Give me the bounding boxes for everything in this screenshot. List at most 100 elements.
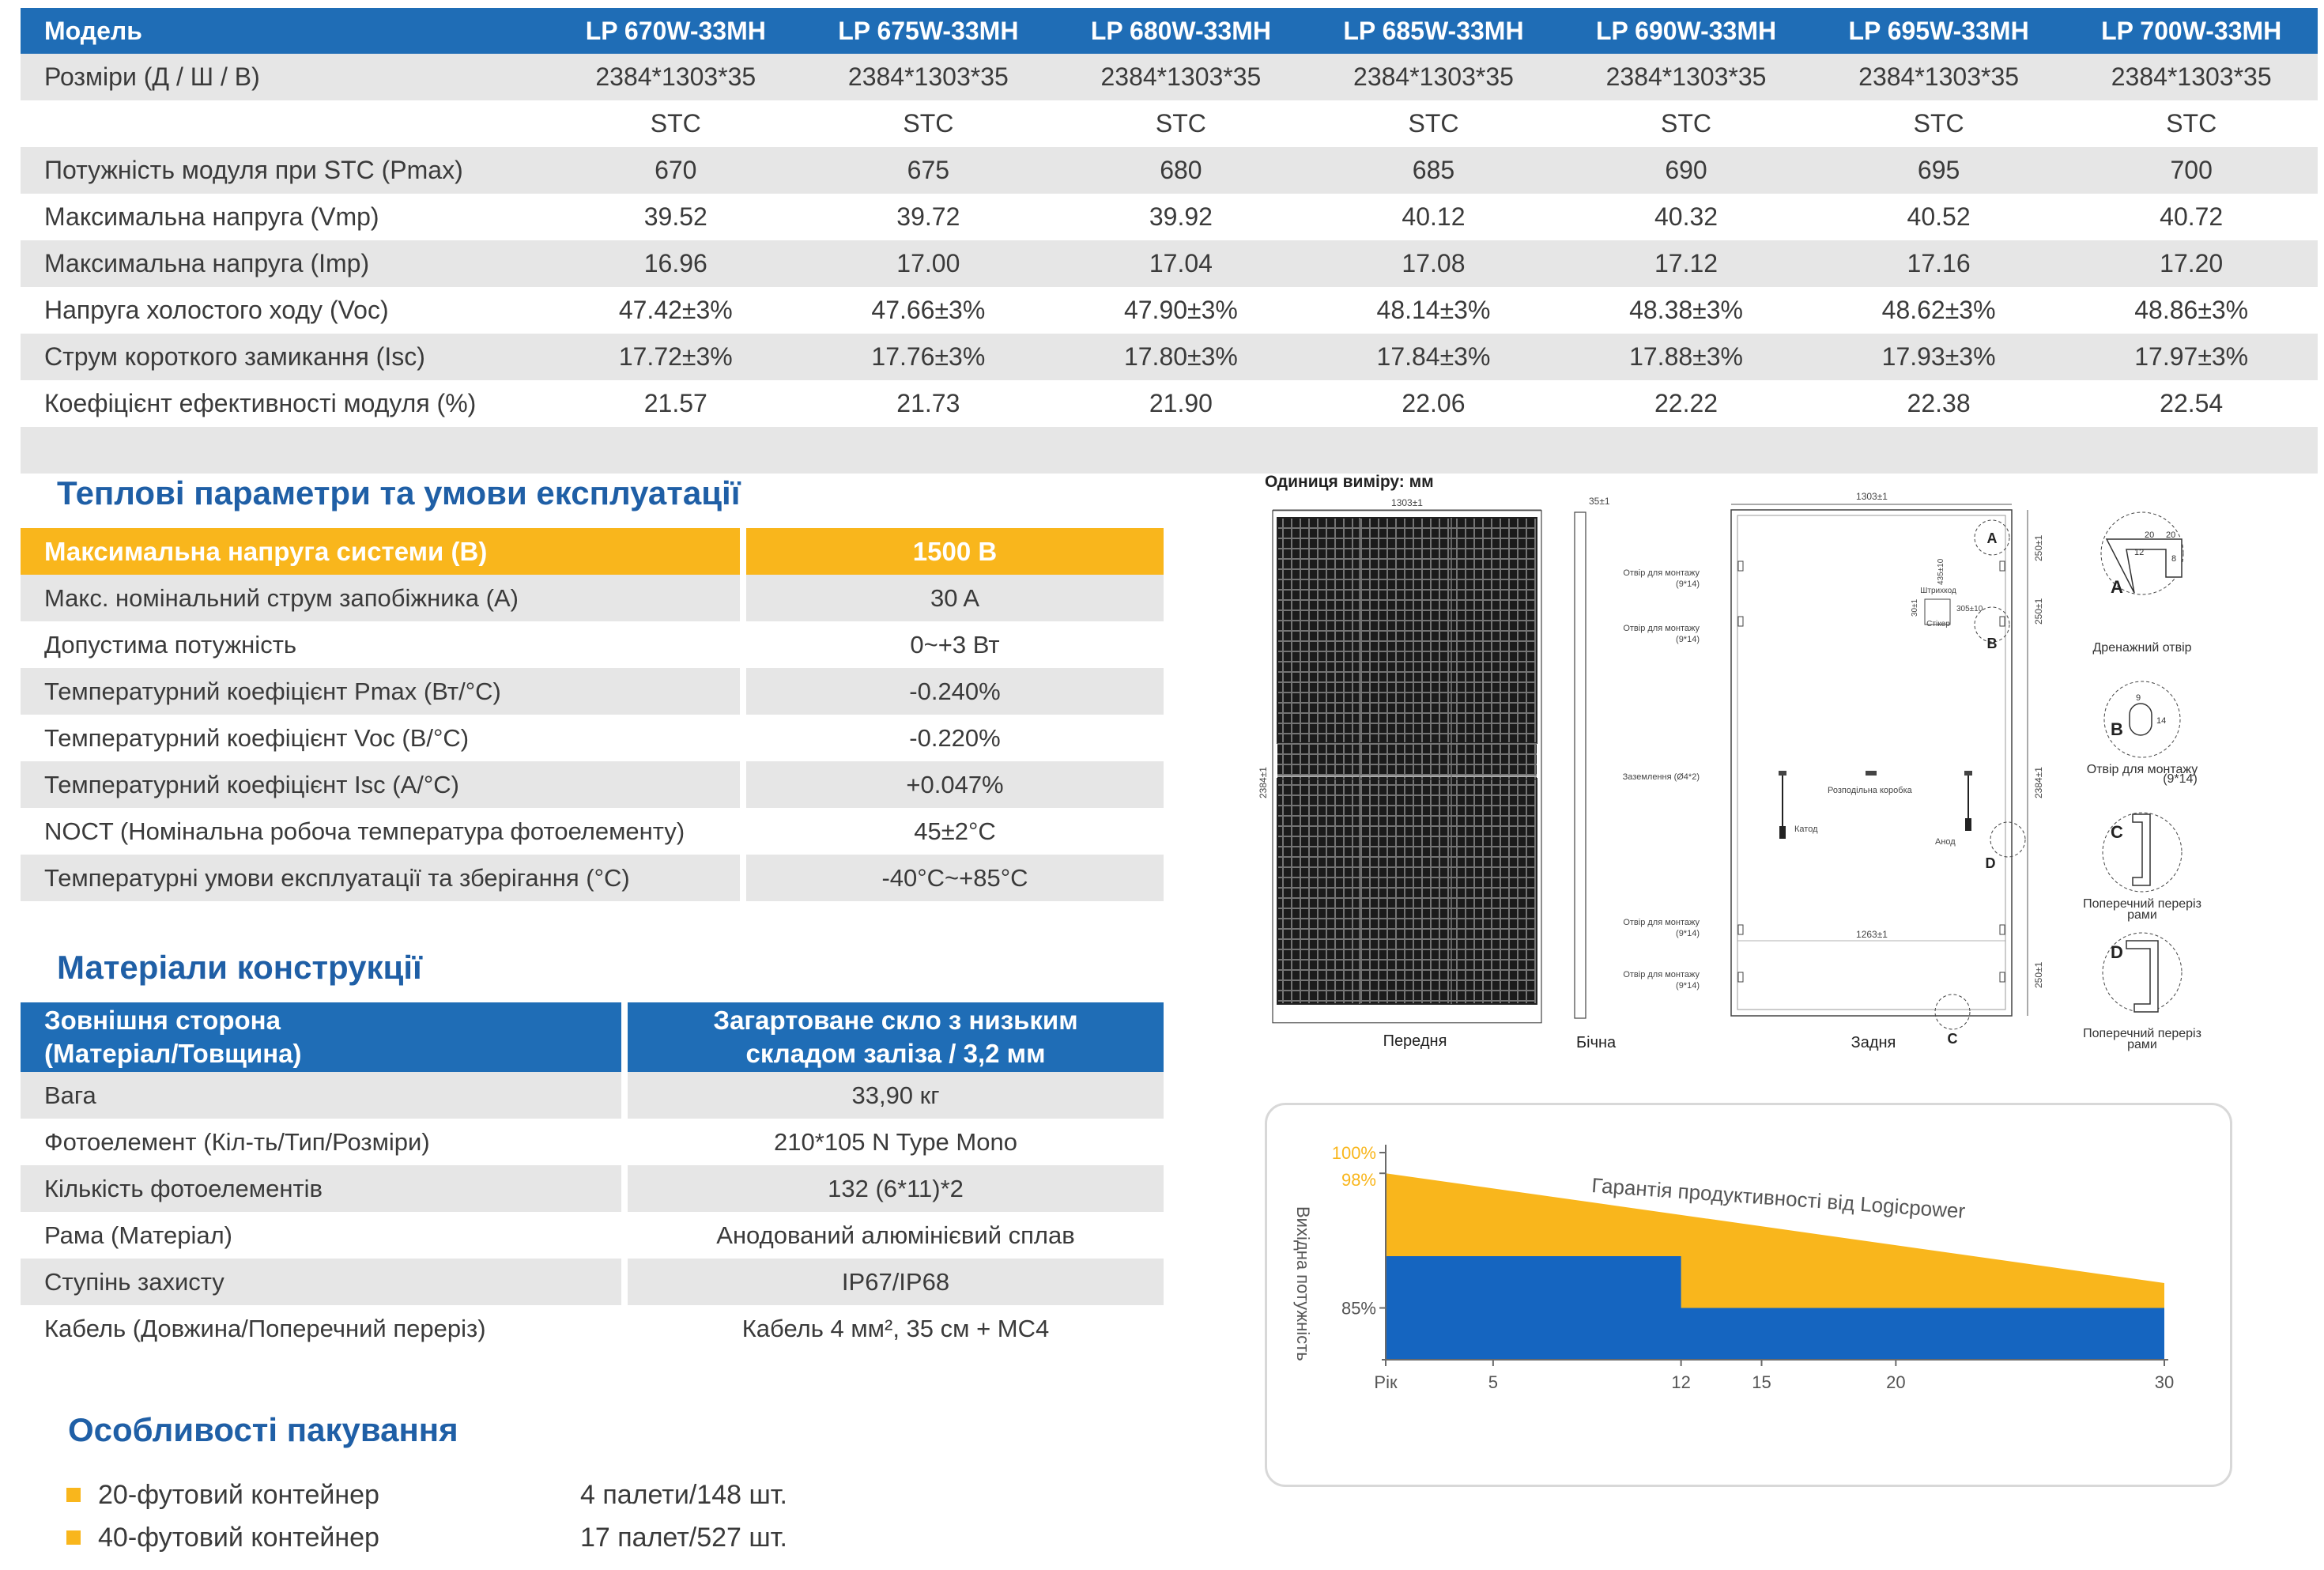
materials-header-label: Зовнішня сторона (Матеріал/Товщина) <box>21 1002 621 1072</box>
mount-size-label: (9*14) <box>1676 579 1700 589</box>
table-cell: 22.54 <box>2065 380 2318 427</box>
materials-header-row: Зовнішня сторона (Матеріал/Товщина) Зага… <box>21 1002 1164 1072</box>
table-row: Потужність модуля при STC (Pmax) 670 675… <box>21 147 2318 194</box>
table-cell: 695 <box>1812 147 2066 194</box>
section-label: рами <box>2127 908 2157 922</box>
table-cell: 22.38 <box>1812 380 2066 427</box>
table-row: Рама (Матеріал) Анодований алюмінієвий с… <box>21 1212 1164 1259</box>
table-row: Максимальна напруга (Imp) 16.96 17.00 17… <box>21 240 2318 287</box>
table-cell: 17.00 <box>802 240 1055 287</box>
spec-header-cell: LP 685W-33MH <box>1307 8 1560 54</box>
table-cell <box>549 427 802 474</box>
table-cell: Температурний коефіцієнт Voc (В/°C) <box>21 715 740 761</box>
table-cell: 17.04 <box>1054 240 1307 287</box>
table-cell: 16.96 <box>549 240 802 287</box>
spec-header-cell: LP 675W-33MH <box>802 8 1055 54</box>
table-cell: 39.92 <box>1054 194 1307 240</box>
table-cell: Температурні умови експлуатації та збері… <box>21 855 740 901</box>
table-cell: 685 <box>1307 147 1560 194</box>
packing-label: 20-футовий контейнер <box>98 1480 379 1510</box>
table-row: Напруга холостого ходу (Voc) 47.42±3% 47… <box>21 287 2318 334</box>
sticker-label: Стікер <box>1926 620 1950 628</box>
materials-table: Зовнішня сторона (Матеріал/Товщина) Зага… <box>14 1002 1170 1352</box>
table-cell: +0.047% <box>746 761 1164 808</box>
table-cell <box>802 427 1055 474</box>
table-cell: 2384*1303*35 <box>1560 54 1813 100</box>
table-cell: 0~+3 Вт <box>746 621 1164 668</box>
table-cell: NOCT (Номінальна робоча температура фото… <box>21 808 740 855</box>
table-cell: 47.66±3% <box>802 287 1055 334</box>
mount-detail-label: (9*14) <box>2163 772 2198 786</box>
table-cell: Кабель 4 мм², 35 см + MC4 <box>628 1305 1164 1352</box>
table-cell: STC <box>549 100 802 147</box>
table-cell <box>1054 427 1307 474</box>
dim-height-back: 2384±1 <box>2033 767 2044 798</box>
table-row <box>21 427 2318 474</box>
spec-header-cell: LP 700W-33MH <box>2065 8 2318 54</box>
callout-letter: B <box>1987 636 1998 651</box>
standard-warranty-area <box>1386 1256 2164 1360</box>
dim-mount-side: 305±10 <box>1956 605 1983 613</box>
front-label: Передня <box>1383 1032 1447 1050</box>
x-tick-label: 30 <box>2155 1372 2174 1392</box>
table-cell: 48.62±3% <box>1812 287 2066 334</box>
spec-header-cell: LP 695W-33MH <box>1812 8 2066 54</box>
table-cell: 39.52 <box>549 194 802 240</box>
mount-hole-label: Отвір для монтажу <box>1623 568 1700 578</box>
table-cell: -40°C~+85°C <box>746 855 1164 901</box>
table-cell: STC <box>1054 100 1307 147</box>
side-label: Бічна <box>1576 1034 1617 1051</box>
table-cell: 48.38±3% <box>1560 287 1813 334</box>
materials-header-value: Загартоване скло з низьким складом заліз… <box>628 1002 1164 1072</box>
table-cell <box>1307 427 1560 474</box>
table-cell: 2384*1303*35 <box>2065 54 2318 100</box>
drain-label: Дренажний отвір <box>2092 641 2191 655</box>
table-cell: 40.12 <box>1307 194 1560 240</box>
warranty-chart: Рік 5 12 15 20 30 100%98%85% Гарантія продукт… <box>1293 1143 2174 1392</box>
table-row: Температурний коефіцієнт Isc (А/°C) +0.0… <box>21 761 1164 808</box>
table-cell: 22.22 <box>1560 380 1813 427</box>
table-cell: 21.57 <box>549 380 802 427</box>
table-cell <box>21 100 549 147</box>
table-cell: 47.90±3% <box>1054 287 1307 334</box>
thermal-header-value: 1500 В <box>746 528 1164 575</box>
spec-header-cell: Модель <box>21 8 549 54</box>
ground-label: Заземлення (Ø4*2) <box>1623 772 1700 782</box>
x-tick-label: 12 <box>1671 1372 1690 1392</box>
unit-label: Одиниця виміру: мм <box>1265 473 1434 491</box>
table-cell: Фотоелемент (Кіл-ть/Тип/Розміри) <box>21 1119 621 1165</box>
spec-header-cell: LP 690W-33MH <box>1560 8 1813 54</box>
dim-30: 30±1 <box>1911 598 1919 617</box>
table-cell: 17.12 <box>1560 240 1813 287</box>
table-cell: STC <box>1812 100 2066 147</box>
table-cell: 48.14±3% <box>1307 287 1560 334</box>
materials-header-label-line: (Матеріал/Товщина) <box>44 1039 302 1068</box>
bullet-square-icon <box>66 1530 81 1545</box>
mount-hole-label: Отвір для монтажу <box>1623 918 1700 927</box>
section-label: Поперечний переріз <box>2083 1027 2201 1040</box>
packing-label: 40-футовий контейнер <box>98 1523 379 1553</box>
side-view: 35±1 Бічна <box>1574 496 1617 1051</box>
table-cell: 33,90 кг <box>628 1072 1164 1119</box>
callout-letter: C <box>1948 1031 1958 1047</box>
table-cell <box>21 427 549 474</box>
table-cell: 2384*1303*35 <box>1307 54 1560 100</box>
mount-size-label: (9*14) <box>1676 981 1700 991</box>
table-cell: 22.06 <box>1307 380 1560 427</box>
table-row: Температурний коефіцієнт Voc (В/°C) -0.2… <box>21 715 1164 761</box>
table-cell: 670 <box>549 147 802 194</box>
table-cell: Потужність модуля при STC (Pmax) <box>21 147 549 194</box>
table-cell: Температурний коефіцієнт Pmax (Вт/°C) <box>21 668 740 715</box>
table-cell: Макс. номінальний струм запобіжника (А) <box>21 575 740 621</box>
dim-width-back: 1303±1 <box>1856 491 1888 502</box>
materials-title: Матеріали конструкції <box>57 949 422 986</box>
detail-letter: D <box>2111 942 2123 962</box>
junction-label: Розподільна коробка <box>1828 786 1913 795</box>
table-cell: Максимальна напруга (Vmp) <box>21 194 549 240</box>
table-cell: 680 <box>1054 147 1307 194</box>
thermal-table: Максимальна напруга системи (В) 1500 В М… <box>14 528 1170 901</box>
y-tick-label: 98% <box>1341 1170 1376 1190</box>
section-label: рами <box>2127 1038 2157 1051</box>
table-cell: 17.08 <box>1307 240 1560 287</box>
technical-drawing-svg: Одиниця виміру: мм 1303±1 2384±1 Передня… <box>1258 473 2201 1051</box>
